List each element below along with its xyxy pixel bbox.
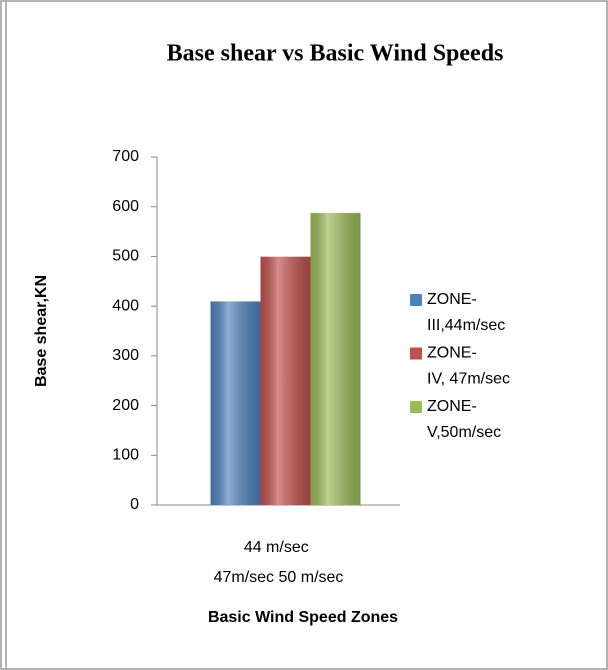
bar [210, 301, 261, 505]
y-tick-label: 500 [112, 248, 139, 265]
y-tick-label: 400 [112, 297, 139, 314]
legend-swatch [410, 294, 422, 306]
legend-label: ZONE-IV, 47m/sec [427, 345, 510, 388]
y-tick-label: 0 [130, 496, 139, 513]
bar [260, 256, 311, 505]
y-tick-label: 600 [112, 198, 139, 215]
chart-title: Base shear vs Basic Wind Speeds [167, 41, 504, 67]
x-axis-title: Basic Wind Speed Zones [208, 609, 398, 626]
y-tick-label: 200 [112, 397, 139, 414]
x-tick-label: 44 m/sec 47m/sec 50 m/sec [214, 539, 344, 586]
legend-swatch [410, 401, 422, 413]
legend-label: ZONE-V,50m/sec [427, 398, 501, 441]
y-tick-label: 700 [112, 148, 139, 165]
legend-swatch [410, 347, 422, 360]
y-tick-label: 300 [112, 347, 139, 364]
y-tick-label: 100 [112, 447, 139, 464]
legend-label: ZONE-III,44m/sec [427, 291, 505, 334]
bar [310, 212, 361, 505]
y-axis-title: Base shear,KN [33, 275, 50, 387]
